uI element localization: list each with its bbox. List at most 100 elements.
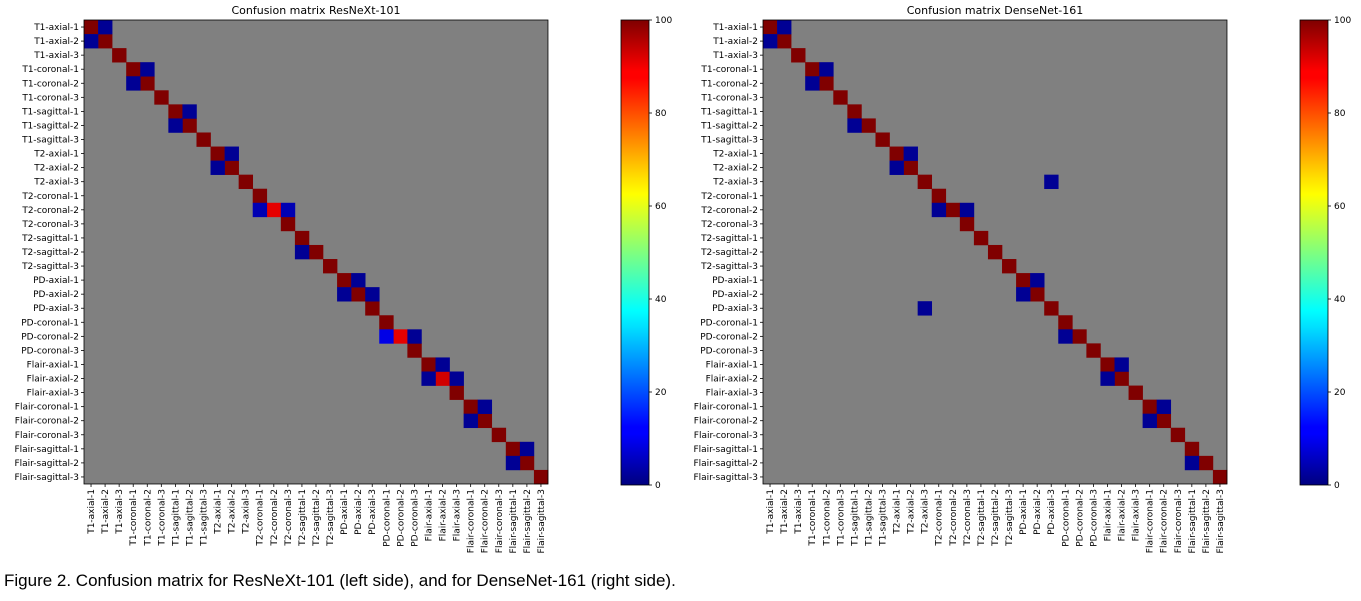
matrix-cell bbox=[435, 371, 450, 386]
x-tick-label: PD-coronal-2 bbox=[1075, 489, 1085, 547]
x-tick-label: Flair-coronal-3 bbox=[495, 489, 505, 553]
matrix-cell bbox=[1058, 329, 1073, 344]
colorbar-tick-label: 80 bbox=[1334, 109, 1346, 119]
colorbar-tick-label: 100 bbox=[1334, 16, 1351, 26]
matrix-cell bbox=[777, 34, 792, 49]
y-tick-label: T1-axial-2 bbox=[712, 37, 758, 47]
matrix-cell bbox=[819, 62, 834, 77]
matrix-cell bbox=[875, 132, 890, 147]
matrix-cell bbox=[98, 20, 113, 35]
matrix-cell bbox=[112, 48, 127, 63]
y-tick-label: T1-coronal-1 bbox=[21, 65, 79, 75]
y-tick-label: T2-axial-1 bbox=[712, 150, 758, 160]
y-tick-label: T2-axial-3 bbox=[33, 178, 79, 188]
x-tick-label: Flair-coronal-3 bbox=[1174, 489, 1184, 553]
matrix-cell bbox=[1142, 413, 1157, 429]
matrix-cell bbox=[477, 399, 493, 414]
x-tick-label: Flair-axial-2 bbox=[1118, 489, 1128, 541]
x-tick-label: PD-axial-2 bbox=[1033, 489, 1043, 535]
y-tick-label: T1-coronal-1 bbox=[700, 65, 758, 75]
matrix-cell bbox=[903, 146, 918, 161]
matrix-cell bbox=[294, 230, 310, 246]
y-tick-label: T1-sagittal-1 bbox=[700, 107, 758, 117]
matrix-cell bbox=[973, 230, 989, 246]
x-tick-label: T2-axial-2 bbox=[228, 489, 238, 535]
matrix-cell bbox=[819, 76, 834, 91]
x-tick-label: T1-axial-1 bbox=[87, 489, 97, 535]
matrix-cell bbox=[533, 469, 549, 485]
chart-title: Confusion matrix ResNeXt-101 bbox=[231, 4, 400, 17]
colorbar-tick-label: 0 bbox=[1334, 481, 1340, 491]
y-tick-label: Flair-sagittal-2 bbox=[693, 459, 758, 469]
matrix-cell bbox=[1016, 287, 1031, 302]
matrix-cell bbox=[168, 118, 183, 133]
y-tick-label: Flair-coronal-2 bbox=[694, 417, 758, 427]
matrix-cell bbox=[365, 287, 380, 302]
x-tick-label: T1-sagittal-1 bbox=[171, 489, 181, 547]
matrix-cell bbox=[519, 455, 535, 471]
colorbar-tick-label: 40 bbox=[655, 295, 667, 305]
matrix-cell bbox=[917, 301, 933, 316]
y-tick-label: PD-coronal-3 bbox=[700, 346, 758, 356]
matrix-cell bbox=[1058, 315, 1073, 330]
matrix-cell bbox=[196, 132, 211, 147]
matrix-cell bbox=[1142, 399, 1157, 414]
colorbar-tick-label: 80 bbox=[655, 109, 667, 119]
y-tick-label: T2-coronal-2 bbox=[700, 206, 758, 216]
y-tick-label: T2-sagittal-1 bbox=[700, 234, 758, 244]
x-tick-label: T1-sagittal-3 bbox=[200, 489, 210, 547]
y-tick-label: T2-coronal-3 bbox=[21, 220, 79, 230]
x-tick-label: Flair-axial-2 bbox=[439, 489, 449, 541]
matrix-cell bbox=[407, 343, 422, 358]
y-tick-label: PD-axial-1 bbox=[33, 276, 79, 286]
matrix-cell bbox=[1044, 174, 1059, 190]
matrix-cell bbox=[379, 315, 394, 330]
matrix-cell bbox=[917, 174, 933, 190]
matrix-cell bbox=[449, 371, 464, 386]
y-tick-label: Flair-axial-3 bbox=[706, 389, 758, 399]
x-tick-label: Flair-sagittal-1 bbox=[1188, 489, 1198, 554]
matrix-cell bbox=[1100, 357, 1115, 372]
x-tick-label: T2-sagittal-2 bbox=[312, 489, 322, 547]
y-tick-label: Flair-sagittal-2 bbox=[14, 459, 79, 469]
x-tick-label: PD-axial-2 bbox=[354, 489, 364, 535]
matrix-cell bbox=[280, 216, 296, 232]
matrix-cell bbox=[777, 20, 792, 35]
matrix-cell bbox=[421, 357, 436, 372]
y-tick-label: T2-axial-2 bbox=[712, 164, 758, 174]
matrix-cell bbox=[210, 160, 225, 175]
x-tick-label: T2-coronal-2 bbox=[270, 489, 280, 547]
matrix-cell bbox=[931, 188, 947, 204]
matrix-cell bbox=[1184, 441, 1200, 457]
figure: Confusion matrix ResNeXt-101 T1-axial-1 T1… bbox=[14, 4, 1351, 554]
x-tick-label: T1-axial-1 bbox=[766, 489, 776, 535]
matrix-cell bbox=[182, 104, 197, 119]
y-tick-label: PD-axial-3 bbox=[712, 304, 758, 314]
matrix-cell bbox=[393, 329, 408, 344]
matrix-cell bbox=[945, 202, 961, 218]
colorbar-tick-label: 100 bbox=[655, 16, 672, 26]
matrix-cell bbox=[1212, 469, 1228, 485]
y-tick-label: T1-coronal-2 bbox=[21, 79, 79, 89]
y-tick-label: Flair-sagittal-1 bbox=[14, 445, 79, 455]
matrix-cell bbox=[491, 427, 507, 443]
x-tick-label: T2-sagittal-1 bbox=[298, 489, 308, 547]
y-tick-label: T2-sagittal-3 bbox=[700, 262, 758, 272]
matrix-cell bbox=[847, 118, 862, 133]
x-tick-label: T2-coronal-1 bbox=[935, 489, 945, 547]
y-tick-label: Flair-coronal-2 bbox=[15, 417, 79, 427]
x-tick-label: T1-coronal-1 bbox=[808, 489, 818, 547]
matrix-cell bbox=[505, 441, 521, 457]
y-tick-label: Flair-axial-1 bbox=[27, 360, 79, 370]
x-tick-label: T1-axial-3 bbox=[115, 489, 125, 535]
matrix-cell bbox=[323, 259, 338, 274]
colorbar bbox=[1299, 19, 1329, 486]
matrix-cell bbox=[1156, 413, 1172, 429]
figure-caption: Figure 2. Confusion matrix for ResNeXt-1… bbox=[4, 571, 676, 590]
x-tick-label: T1-coronal-3 bbox=[157, 489, 167, 547]
y-tick-label: PD-coronal-2 bbox=[700, 332, 758, 342]
y-tick-label: T1-sagittal-2 bbox=[21, 121, 79, 131]
y-tick-label: Flair-sagittal-3 bbox=[693, 473, 758, 483]
matrix-cell bbox=[435, 357, 450, 372]
y-tick-label: T2-coronal-1 bbox=[21, 192, 79, 202]
